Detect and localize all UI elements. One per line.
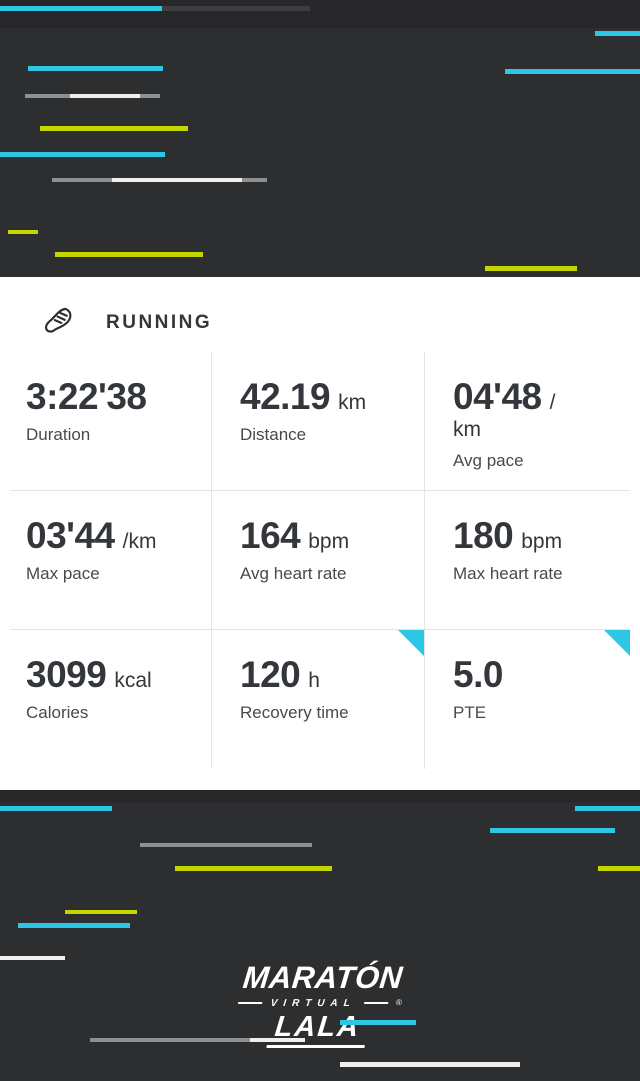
stat-label: Distance: [240, 424, 307, 444]
stat-label: Calories: [26, 702, 89, 722]
stat-value-row: 3099 kcal: [26, 654, 205, 695]
logo-brand: LALA: [266, 1010, 369, 1048]
registered-mark: ®: [395, 997, 403, 1007]
stat-label: Duration: [26, 424, 91, 444]
activity-header: RUNNING: [0, 277, 640, 352]
stat-cell: 164 bpm Avg heart rate: [212, 491, 425, 630]
stat-value: 3099: [26, 654, 107, 695]
stat-value: 120: [240, 654, 301, 695]
stat-unit: km: [338, 391, 367, 414]
bottom-dark-banner: MARATÓN VIRTUAL ® LALA: [0, 790, 640, 1081]
stats-grid: 3:22'38 Duration 42.19 km Distance 04'48…: [0, 352, 640, 769]
stat-label: Avg heart rate: [240, 563, 347, 583]
stat-label: Recovery time: [240, 702, 349, 722]
stat-value-row: 164 bpm: [240, 515, 418, 556]
logo-title: MARATÓN: [241, 960, 405, 995]
stat-value-row: 180 bpm: [453, 515, 624, 556]
stat-label: Max heart rate: [453, 563, 563, 583]
stat-value: 164: [240, 515, 301, 556]
stat-label: Avg pace: [453, 451, 524, 471]
stat-unit: /: [549, 391, 556, 414]
stat-label: PTE: [453, 702, 487, 722]
stats-section: RUNNING 3:22'38 Duration 42.19 km Distan…: [0, 277, 640, 790]
logo-rule-left: [238, 1002, 263, 1005]
stat-value-row: 3:22'38: [26, 376, 205, 417]
stat-cell: 04'48 / km Avg pace: [425, 352, 630, 491]
stat-value: 5.0: [453, 654, 503, 695]
stat-cell: 3099 kcal Calories: [10, 630, 212, 769]
stat-cell: 42.19 km Distance: [212, 352, 425, 491]
running-shoe-icon: [42, 305, 78, 341]
stat-value-row: 03'44 /km: [26, 515, 205, 556]
corner-accent-icon: [398, 630, 424, 656]
stat-unit: kcal: [114, 669, 152, 692]
maraton-lala-logo: MARATÓN VIRTUAL ® LALA: [0, 960, 640, 1048]
stat-cell: 03'44 /km Max pace: [10, 491, 212, 630]
logo-subtitle: VIRTUAL: [270, 997, 357, 1009]
stat-unit: h: [308, 669, 320, 692]
stat-cell: 180 bpm Max heart rate: [425, 491, 630, 630]
stat-value-row: 42.19 km: [240, 376, 418, 417]
stat-unit: bpm: [521, 530, 563, 553]
stat-value: 04'48: [453, 376, 542, 417]
stat-unit-wrapped: km: [453, 417, 481, 441]
activity-label: RUNNING: [106, 311, 213, 333]
stat-value: 3:22'38: [26, 376, 147, 417]
stat-label: Max pace: [26, 563, 100, 583]
stat-unit: bpm: [308, 530, 350, 553]
logo-rule-right: [363, 1002, 388, 1005]
logo-subtitle-row: VIRTUAL ®: [0, 998, 640, 1009]
top-dark-banner: [0, 0, 640, 277]
stat-cell: 120 h Recovery time: [212, 630, 425, 769]
stat-unit: /km: [122, 530, 157, 553]
stat-cell: 3:22'38 Duration: [10, 352, 212, 491]
stat-cell: 5.0 PTE: [425, 630, 630, 769]
stat-value: 03'44: [26, 515, 115, 556]
stat-value-row: 04'48 /: [453, 376, 585, 417]
corner-accent-icon: [604, 630, 630, 656]
stat-value: 42.19: [240, 376, 331, 417]
stat-value: 180: [453, 515, 514, 556]
stat-value-row: 120 h: [240, 654, 418, 695]
stat-value-row: 5.0: [453, 654, 624, 695]
